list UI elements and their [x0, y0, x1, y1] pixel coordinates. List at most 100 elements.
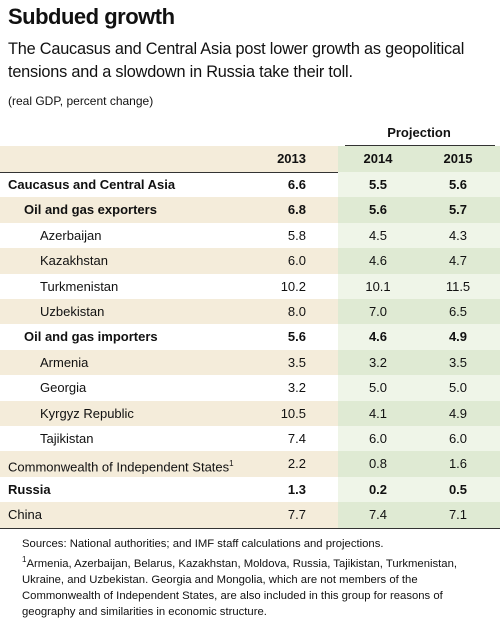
sources: Sources: National authorities; and IMF s… [22, 538, 384, 550]
row-bg [338, 273, 500, 299]
value: 7.4 [368, 507, 388, 523]
value: 6.5 [448, 304, 468, 319]
row-label: Russia [8, 477, 51, 502]
value: 4.9 [448, 329, 468, 345]
notes: Sources: National authorities; and IMF s… [22, 536, 492, 620]
row-bg [0, 349, 338, 376]
value: 4.6 [368, 253, 388, 269]
row-bg [338, 476, 500, 503]
value: 0.8 [368, 456, 388, 472]
row-label-text: Georgia [40, 380, 87, 396]
value: 6.8 [287, 202, 306, 218]
value: 10.5 [280, 405, 306, 421]
value: 0.2 [368, 481, 388, 497]
header-line [0, 172, 500, 173]
row-bg [0, 400, 338, 426]
footnote: 1Armenia, Azerbaijan, Belarus, Kazakhsta… [22, 552, 492, 620]
row-bg [0, 299, 338, 325]
row-bg [338, 197, 500, 223]
value: 3.2 [287, 380, 306, 396]
row-label: Azerbaijan [40, 223, 101, 248]
row-bg [338, 426, 500, 452]
row-label-text: Turkmenistan [40, 278, 119, 294]
value: 10.1 [365, 278, 391, 294]
value: 7.1 [448, 507, 468, 523]
row-bg [338, 375, 500, 401]
row-label: Kazakhstan [40, 248, 108, 273]
value: 3.5 [287, 354, 306, 370]
row-bg [338, 248, 500, 274]
row-label: Armenia [40, 350, 88, 375]
group-header: Projection [387, 125, 451, 140]
row-label: China [8, 502, 42, 527]
row-bg [338, 400, 500, 426]
value: 4.7 [448, 253, 468, 269]
value: 5.8 [287, 227, 306, 243]
value: 5.0 [368, 380, 388, 396]
value: 4.9 [448, 405, 468, 421]
row-bg [0, 248, 338, 274]
footnote-text: Armenia, Azerbaijan, Belarus, Kazakhstan… [22, 557, 457, 618]
row-label-text: Armenia [40, 354, 89, 370]
unit-note: (real GDP, percent change) [8, 94, 154, 108]
row-label-text: Oil and gas exporters [24, 202, 157, 218]
column-header: 2013 [277, 151, 306, 166]
row-label-text: Commonwealth of Independent States [8, 459, 230, 475]
value: 1.3 [287, 481, 306, 497]
rule [345, 145, 495, 146]
value: 10.2 [280, 278, 306, 294]
row-label: Oil and gas exporters [24, 197, 157, 222]
title: Subdued growth [8, 4, 175, 29]
value: 7.7 [287, 507, 306, 523]
value: 3.5 [448, 354, 468, 370]
row-bg [0, 502, 338, 528]
row-label-text: Kyrgyz Republic [40, 405, 134, 421]
header-bg [0, 146, 338, 172]
value: 4.1 [368, 405, 388, 421]
row-label: Caucasus and Central Asia [8, 172, 175, 197]
row-label-text: Tajikistan [40, 431, 94, 446]
value: 6.6 [287, 177, 306, 192]
value: 7.0 [368, 304, 388, 319]
row-label: Kyrgyz Republic [40, 401, 134, 426]
value: 6.0 [287, 253, 306, 269]
row-label-text: Azerbaijan [40, 227, 102, 243]
value: 7.4 [287, 431, 306, 446]
value: 5.7 [448, 202, 468, 218]
value: 4.6 [368, 329, 388, 345]
row-bg [338, 222, 500, 249]
row-bg [338, 324, 500, 350]
column-header: 2015 [443, 151, 473, 166]
value: 5.6 [368, 202, 388, 218]
subtitle: The Caucasus and Central Asia post lower… [8, 40, 465, 81]
bottom-line [0, 527, 500, 529]
row-bg [338, 299, 500, 325]
footnote-marker: 1 [22, 555, 27, 564]
row-label-text: Caucasus and Central Asia [8, 177, 176, 192]
row-label: Oil and gas importers [24, 324, 158, 349]
row-label: Georgia [40, 375, 86, 400]
value: 5.0 [448, 380, 468, 396]
row-label-text: Kazakhstan [40, 253, 108, 269]
value: 11.5 [445, 278, 471, 294]
value: 5.6 [448, 177, 468, 192]
row-label-text: Uzbekistan [40, 304, 105, 319]
row-label-text: Oil and gas importers [24, 329, 158, 345]
value: 6.0 [368, 431, 388, 446]
row-label-text: China [8, 507, 42, 523]
row-bg [338, 349, 500, 376]
value: 4.5 [368, 227, 388, 243]
value: 6.0 [448, 431, 468, 446]
value: 5.6 [287, 329, 306, 345]
row-bg [338, 172, 500, 198]
row-bg [0, 451, 338, 477]
row-label: Turkmenistan [40, 274, 118, 299]
value: 5.5 [368, 177, 388, 192]
footnote-marker: 1 [229, 459, 234, 469]
column-header: 2014 [363, 151, 393, 166]
row-bg [338, 451, 500, 477]
row-bg [0, 197, 338, 223]
row-bg [338, 502, 500, 528]
